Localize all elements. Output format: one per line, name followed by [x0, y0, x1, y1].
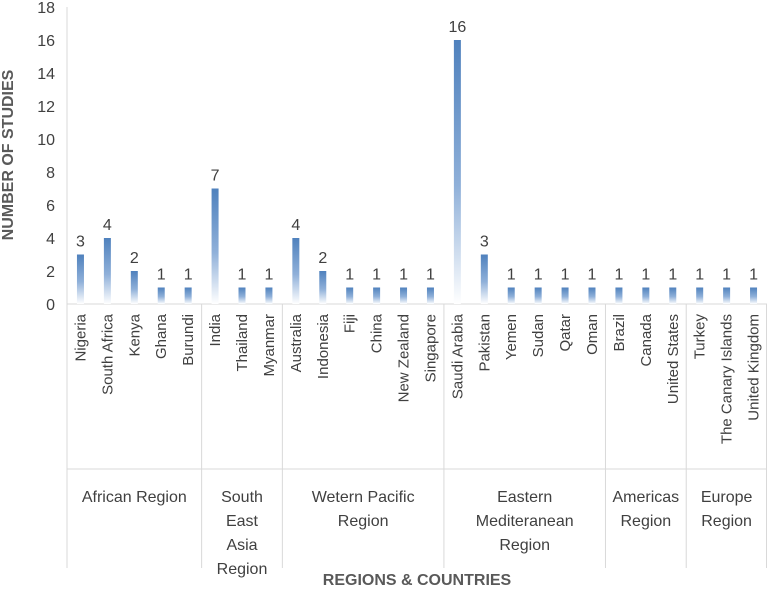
bar — [184, 287, 192, 304]
bar — [750, 287, 758, 304]
bar — [588, 287, 596, 304]
data-label: 1 — [345, 267, 354, 284]
category-label: Qatar — [557, 314, 574, 352]
category-label: United Kingdom — [746, 314, 763, 421]
category-label: Oman — [584, 314, 601, 355]
bar — [723, 287, 731, 304]
category-label: Brazil — [611, 314, 628, 352]
group-label: African Region — [82, 489, 187, 506]
data-label: 1 — [238, 267, 247, 284]
data-label: 1 — [264, 267, 273, 284]
group-label: Wetern Pacific Region — [312, 489, 415, 530]
category-label: South Africa — [99, 313, 116, 395]
category-label: Yemen — [503, 314, 520, 360]
bar — [696, 287, 704, 304]
y-tick-label: 0 — [46, 297, 55, 314]
category-label: Singapore — [422, 314, 439, 382]
data-label: 4 — [291, 217, 300, 234]
y-tick-label: 18 — [37, 0, 55, 17]
bar — [669, 287, 677, 304]
category-label: Kenya — [126, 313, 143, 356]
y-tick-label: 14 — [37, 66, 55, 83]
category-label: The Canary Islands — [719, 314, 736, 444]
y-tick-label: 2 — [46, 264, 55, 281]
bar — [642, 287, 650, 304]
y-tick-label: 16 — [37, 33, 55, 50]
bar — [480, 254, 488, 304]
group-label: Eastern Mediteranean Region — [476, 489, 574, 554]
category-label: Burundi — [180, 314, 197, 366]
data-label: 2 — [318, 250, 327, 267]
y-axis-title: NUMBER OF STUDIES — [0, 69, 17, 240]
category-label: New Zealand — [396, 314, 413, 402]
bar — [211, 188, 219, 304]
category-label: United States — [665, 314, 682, 404]
bar — [453, 40, 461, 304]
data-label: 1 — [722, 267, 731, 284]
bar — [373, 287, 381, 304]
y-tick-label: 8 — [46, 165, 55, 182]
data-label: 16 — [448, 19, 466, 36]
data-label: 1 — [749, 267, 758, 284]
category-label: China — [369, 313, 386, 353]
bar — [238, 287, 246, 304]
group-label: Europe Region — [701, 489, 753, 530]
data-label: 1 — [561, 267, 570, 284]
category-label: Ghana — [153, 313, 170, 359]
y-tick-label: 4 — [46, 231, 55, 248]
data-label: 2 — [130, 250, 139, 267]
data-label: 1 — [157, 267, 166, 284]
bar — [426, 287, 434, 304]
bar — [615, 287, 623, 304]
bar — [534, 287, 542, 304]
data-label: 1 — [399, 267, 408, 284]
data-label: 3 — [480, 234, 489, 251]
bar — [346, 287, 354, 304]
data-label: 1 — [588, 267, 597, 284]
data-label: 1 — [507, 267, 516, 284]
data-label: 3 — [76, 234, 85, 251]
data-label: 1 — [668, 267, 677, 284]
data-label: 1 — [372, 267, 381, 284]
category-label: Australia — [288, 313, 305, 372]
category-label: Thailand — [234, 314, 251, 372]
bar — [157, 287, 165, 304]
data-label: 7 — [211, 168, 220, 185]
y-tick-label: 12 — [37, 99, 55, 116]
x-axis-title: REGIONS & COUNTRIES — [323, 572, 512, 589]
bar — [292, 238, 300, 304]
category-label: Turkey — [692, 314, 709, 360]
data-label: 1 — [534, 267, 543, 284]
data-label: 1 — [614, 267, 623, 284]
group-label: Americas Region — [613, 489, 680, 530]
category-label: Myanmar — [261, 314, 278, 377]
bar — [103, 238, 111, 304]
data-label: 1 — [641, 267, 650, 284]
category-label: Fiji — [342, 314, 359, 333]
bar — [507, 287, 515, 304]
category-label: Sudan — [530, 314, 547, 357]
category-label: Canada — [638, 313, 655, 366]
bar — [130, 271, 138, 304]
category-label: Indonesia — [315, 313, 332, 379]
y-tick-label: 6 — [46, 198, 55, 215]
bar — [265, 287, 273, 304]
data-label: 1 — [426, 267, 435, 284]
bar — [76, 254, 84, 304]
category-label: Saudi Arabia — [449, 313, 466, 399]
y-tick-label: 10 — [37, 132, 55, 149]
data-label: 4 — [103, 217, 112, 234]
bar — [561, 287, 569, 304]
category-label: Pakistan — [476, 314, 493, 372]
data-label: 1 — [184, 267, 193, 284]
group-label: South East Asia Region — [217, 489, 268, 578]
data-label: 1 — [695, 267, 704, 284]
category-label: India — [207, 313, 224, 346]
bar — [400, 287, 408, 304]
bar — [319, 271, 327, 304]
category-label: Nigeria — [72, 313, 89, 361]
